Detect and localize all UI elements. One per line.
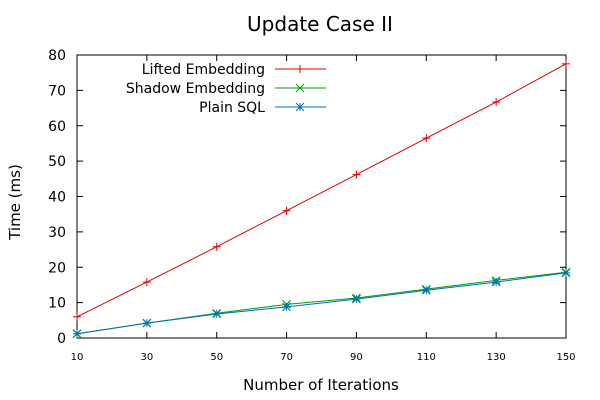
data-point: [142, 278, 151, 287]
y-tick-label: 50: [48, 154, 66, 170]
legend-label: Shadow Embedding: [126, 81, 265, 97]
series-line: [76, 63, 567, 318]
y-tick-label: 80: [48, 48, 66, 64]
y-tick-label: 30: [48, 225, 66, 241]
data-point: [352, 294, 361, 304]
legend-item: Plain SQL: [199, 100, 326, 116]
x-tick-label: 110: [417, 352, 436, 363]
x-tick-label: 150: [556, 352, 575, 363]
data-point: [352, 170, 361, 179]
y-tick-label: 60: [48, 119, 66, 135]
y-tick-label: 20: [48, 260, 66, 276]
y-tick-label: 10: [48, 296, 66, 312]
data-point: [282, 206, 291, 215]
data-point: [212, 242, 221, 251]
x-axis-label: Number of Iterations: [243, 376, 399, 394]
data-point: [282, 302, 291, 312]
y-tick-label: 0: [57, 331, 66, 347]
data-point: [491, 277, 501, 287]
legend: Lifted Embedding Shadow Embedding Plain SQ…: [126, 62, 326, 116]
y-tick-label: 40: [48, 190, 66, 206]
y-tick-label: 70: [48, 83, 66, 99]
y-axis-label: Time (ms): [6, 164, 24, 241]
legend-label: Plain SQL: [199, 100, 265, 116]
series-3: [72, 268, 571, 339]
x-tick-label: 70: [280, 352, 293, 363]
x-tick-label: 90: [350, 352, 363, 363]
data-point: [421, 285, 431, 295]
chart-title: Update Case II: [247, 12, 393, 36]
data-point: [492, 98, 501, 107]
series-layer: [72, 59, 571, 339]
data-point: [72, 329, 82, 339]
data-point: [422, 134, 431, 143]
legend-label: Lifted Embedding: [142, 62, 265, 78]
legend-item: Lifted Embedding: [142, 62, 326, 78]
legend-marker: [295, 102, 305, 112]
legend-marker: [295, 83, 305, 93]
data-point: [562, 59, 570, 68]
plot-frame: [76, 54, 567, 339]
data-point: [561, 268, 571, 278]
x-tick-label: 130: [487, 352, 506, 363]
data-point: [212, 309, 222, 319]
data-point: [73, 312, 81, 321]
axis-ticks: 0 10 20 30 40 50 60 70 80 10 30 50 70 90 110 130 150: [48, 48, 575, 363]
x-tick-label: 30: [140, 352, 153, 363]
legend-item: Shadow Embedding: [126, 81, 326, 97]
series-line: [76, 272, 567, 335]
legend-marker: [296, 65, 304, 73]
x-tick-label: 50: [210, 352, 223, 363]
series-1: [73, 59, 570, 321]
data-point: [142, 318, 152, 328]
x-tick-label: 10: [71, 352, 84, 363]
